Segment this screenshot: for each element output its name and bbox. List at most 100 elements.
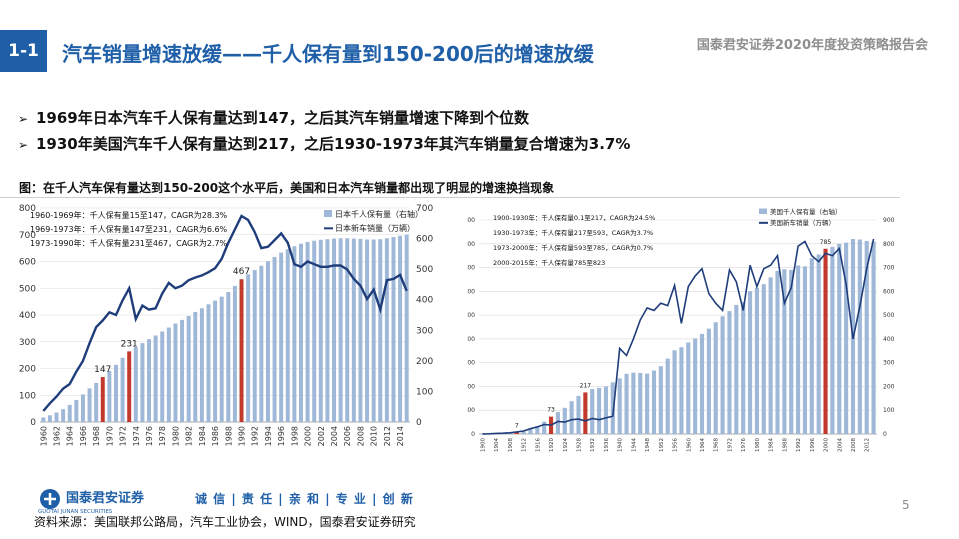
x-tick-label: 1974 [132, 426, 141, 446]
bar [166, 327, 171, 422]
bar [404, 234, 409, 422]
x-tick-label: 1998 [290, 426, 299, 446]
arrow-bullet-icon: ➢ [18, 138, 29, 152]
y2-tick-label: 300 [416, 326, 433, 336]
y-tick-label: 600 [467, 360, 475, 367]
y2-tick-label: 300 [883, 360, 895, 367]
bar [679, 347, 684, 434]
bar [617, 378, 622, 434]
bar [830, 246, 835, 434]
bar [734, 304, 739, 434]
annotation-text: 1973-1990年：千人保有量231至467，CAGR为2.7% [30, 238, 228, 248]
bar [391, 237, 396, 422]
bar [631, 372, 636, 434]
bar [864, 240, 869, 434]
bar [809, 258, 814, 434]
x-tick-label: 1978 [158, 426, 167, 446]
bar [507, 433, 512, 434]
bar [658, 366, 663, 434]
company-logo: 国泰君安证券 GUOTAI JUNAN SECURITIES [38, 489, 145, 515]
bar [562, 407, 567, 434]
legend-label: 日本新车销量（万辆） [335, 223, 415, 233]
y-tick-label: 100 [19, 391, 36, 401]
x-tick-label: 1972 [727, 438, 733, 452]
x-tick-label: 1928 [577, 438, 583, 452]
bar [246, 274, 251, 422]
y-tick-label: 400 [467, 383, 475, 390]
bar [318, 239, 323, 422]
x-tick-label: 1970 [105, 426, 114, 446]
bar [213, 300, 218, 422]
y2-tick-label: 700 [416, 204, 433, 214]
x-tick-label: 1986 [211, 426, 220, 446]
data-label: 467 [233, 267, 250, 277]
bar [837, 243, 842, 434]
y2-tick-label: 700 [883, 265, 895, 272]
y-tick-label: 700 [19, 231, 36, 241]
bar [120, 357, 125, 422]
sales-line [42, 214, 408, 412]
y2-tick-label: 200 [883, 383, 895, 390]
bar [206, 304, 211, 422]
legend-swatch-bar [324, 210, 332, 217]
x-tick-label: 1908 [508, 438, 514, 452]
bar [371, 239, 376, 422]
bullet-text: 1969年日本汽车千人保有量达到147，之后其汽车销量增速下降到个位数 [36, 109, 530, 127]
y-tick-label: 1200 [467, 288, 475, 295]
bar [265, 261, 270, 422]
bar [747, 291, 753, 434]
x-tick-label: 1952 [659, 438, 665, 452]
x-tick-label: 1924 [563, 438, 569, 452]
bar [219, 296, 224, 422]
data-label: 217 [580, 382, 592, 389]
sales-line [482, 238, 875, 435]
bar [569, 401, 574, 434]
annotation-text: 1973-2000年：千人保有量593至785，CAGR为0.7% [493, 243, 653, 252]
y2-tick-label: 500 [416, 265, 433, 275]
bar [514, 432, 519, 434]
data-source: 资料来源：美国联邦公路局，汽车工业协会，WIND，国泰君安证券研究 [34, 515, 416, 529]
bar [699, 333, 705, 434]
legend-swatch-bar [759, 208, 767, 214]
x-tick-label: 1900 [480, 438, 486, 452]
x-tick-label: 1992 [796, 438, 802, 452]
y-tick-label: 800 [19, 204, 36, 214]
bar [741, 302, 746, 434]
bar [94, 382, 99, 422]
bar [358, 238, 363, 422]
bar [775, 270, 780, 434]
annotation-text: 1960-1969年：千人保有量15至147，CAGR为28.3% [30, 210, 228, 220]
bar [107, 370, 112, 422]
bar [590, 389, 595, 434]
data-label: 73 [547, 407, 555, 414]
y2-tick-label: 100 [883, 407, 895, 414]
x-tick-label: 1964 [700, 438, 706, 452]
bar [67, 404, 72, 422]
company-slogan: 诚 信 | 责 任 | 亲 和 | 专 业 | 创 新 [195, 492, 414, 506]
bar [796, 265, 801, 434]
y-tick-label: 300 [19, 338, 36, 348]
bar [292, 246, 297, 422]
y2-tick-label: 600 [883, 288, 895, 295]
bar [160, 331, 165, 422]
x-tick-label: 1982 [185, 426, 194, 446]
bar [114, 364, 118, 422]
bar [555, 412, 560, 434]
x-tick-label: 1968 [92, 426, 101, 446]
y2-tick-label: 0 [416, 418, 422, 428]
bar [365, 239, 370, 422]
bar [645, 373, 650, 434]
y-tick-label: 500 [19, 284, 36, 294]
y-tick-label: 200 [19, 365, 36, 375]
y2-tick-label: 400 [416, 296, 433, 306]
bar [816, 254, 821, 434]
data-label: 147 [94, 365, 111, 375]
bar [665, 358, 670, 434]
company-name-en: GUOTAI JUNAN SECURITIES [38, 509, 113, 515]
x-tick-label: 1956 [673, 438, 679, 452]
bar [332, 238, 336, 422]
annotation-text: 1969-1973年：千人保有量147至231，CAGR为6.6% [30, 224, 228, 234]
bar [782, 269, 787, 434]
bar [768, 277, 773, 434]
bullet-text: 1930年美国汽车千人保有量达到217，之后1930-1973年其汽车销量复合增… [36, 135, 631, 153]
